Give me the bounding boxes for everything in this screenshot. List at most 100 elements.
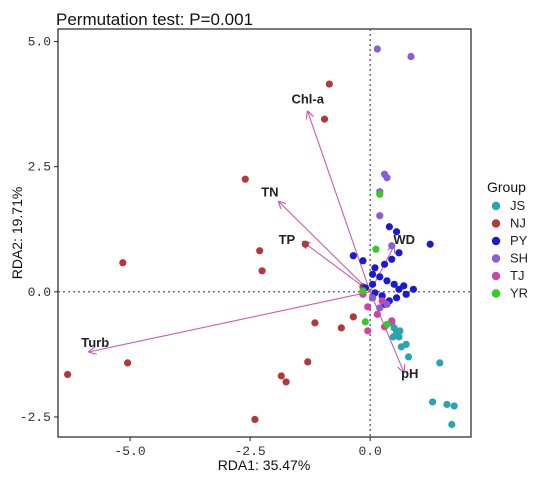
point-sh xyxy=(373,45,381,53)
arrow-ph xyxy=(369,291,404,372)
point-nj xyxy=(256,247,264,255)
arrow-labels: Chl-a TN TP WD pH Turb xyxy=(81,92,418,381)
legend-label: SH xyxy=(510,251,528,266)
point-py xyxy=(376,273,384,281)
point-py xyxy=(378,292,386,300)
point-nj xyxy=(337,324,345,332)
legend-marker xyxy=(491,236,501,246)
y-tick-label: -2.5 xyxy=(20,410,51,425)
arrow-label: pH xyxy=(401,366,418,381)
point-py xyxy=(383,277,391,285)
point-nj xyxy=(124,359,132,367)
point-yr xyxy=(372,245,380,253)
legend-marker xyxy=(491,289,501,298)
point-py xyxy=(395,249,403,257)
point-nj xyxy=(258,267,266,275)
point-js xyxy=(396,327,404,335)
legend-marker xyxy=(491,219,501,228)
y-tick-label: 0.0 xyxy=(28,285,51,300)
point-sh xyxy=(407,52,415,61)
point-py xyxy=(402,290,410,298)
point-js xyxy=(436,359,444,367)
point-js xyxy=(448,420,456,429)
x-tick-label: -2.5 xyxy=(234,444,265,459)
sample-points xyxy=(64,45,458,429)
point-js xyxy=(389,333,397,341)
point-sh xyxy=(388,242,396,250)
legend-marker xyxy=(491,201,501,211)
arrow-label: Turb xyxy=(81,335,109,350)
point-py xyxy=(409,285,417,293)
point-py xyxy=(359,257,367,265)
arrow-label: WD xyxy=(393,232,415,247)
y-axis-label: RDA2: 19.71% xyxy=(9,187,25,280)
point-py xyxy=(390,280,398,288)
point-nj xyxy=(304,358,312,366)
x-tick-label: 0.0 xyxy=(358,444,381,459)
legend-label: JS xyxy=(510,198,526,213)
legend-label: NJ xyxy=(510,216,526,231)
legend-marker xyxy=(491,254,501,263)
point-py xyxy=(380,260,389,268)
point-py xyxy=(385,223,393,231)
point-nj xyxy=(325,80,333,88)
arrow-label: TP xyxy=(279,232,296,247)
point-js xyxy=(428,398,437,406)
legend-marker xyxy=(491,271,501,281)
arrow-tn xyxy=(279,202,371,293)
point-tj xyxy=(364,303,372,311)
point-nj xyxy=(64,370,72,379)
point-js xyxy=(402,340,410,348)
point-yr xyxy=(383,320,391,328)
point-sh xyxy=(376,304,384,312)
arrow-label: TN xyxy=(261,185,278,200)
point-nj xyxy=(282,378,290,386)
point-tj xyxy=(378,297,386,305)
point-py xyxy=(392,294,401,302)
point-tj xyxy=(364,327,372,335)
chart-title: Permutation test: P=0.001 xyxy=(56,10,253,29)
point-py xyxy=(426,240,434,248)
point-js xyxy=(395,333,403,341)
point-py xyxy=(349,252,357,260)
point-nj xyxy=(349,313,357,321)
point-nj xyxy=(277,372,285,380)
point-nj xyxy=(241,175,249,183)
point-nj xyxy=(119,259,127,267)
x-axis-ticks: -5.0 -2.5 0.0 xyxy=(114,437,382,459)
point-js xyxy=(450,402,458,410)
point-yr xyxy=(361,318,369,326)
arrow-turb xyxy=(89,291,371,352)
point-py xyxy=(392,228,401,236)
point-py xyxy=(371,264,379,272)
point-js xyxy=(443,400,451,409)
legend-label: TJ xyxy=(510,268,524,283)
point-yr xyxy=(376,190,384,198)
point-nj xyxy=(301,240,309,248)
y-tick-label: 2.5 xyxy=(28,160,51,175)
point-yr xyxy=(359,287,367,295)
legend-label: YR xyxy=(510,286,528,301)
x-axis-label: RDA1: 35.47% xyxy=(218,457,311,473)
arrow-label: Chl-a xyxy=(291,92,324,107)
point-js xyxy=(404,353,413,361)
point-nj xyxy=(251,415,259,424)
legend-label: PY xyxy=(510,233,528,248)
legend-title: Group xyxy=(487,179,526,195)
point-sh xyxy=(383,174,391,182)
point-py xyxy=(388,255,396,263)
x-tick-label: -5.0 xyxy=(114,444,145,459)
y-axis-ticks: -2.5 0.0 2.5 5.0 xyxy=(20,35,58,425)
point-tj xyxy=(373,310,381,318)
point-py xyxy=(368,280,377,288)
y-tick-label: 5.0 xyxy=(28,35,51,50)
legend: Group JS NJ PY SH TJ YR xyxy=(487,179,528,301)
arrow-tp xyxy=(303,242,371,293)
point-nj xyxy=(311,319,319,327)
point-sh xyxy=(376,212,384,220)
point-nj xyxy=(320,115,329,123)
point-py xyxy=(368,270,377,278)
point-py xyxy=(395,285,403,293)
point-sh xyxy=(368,294,377,302)
